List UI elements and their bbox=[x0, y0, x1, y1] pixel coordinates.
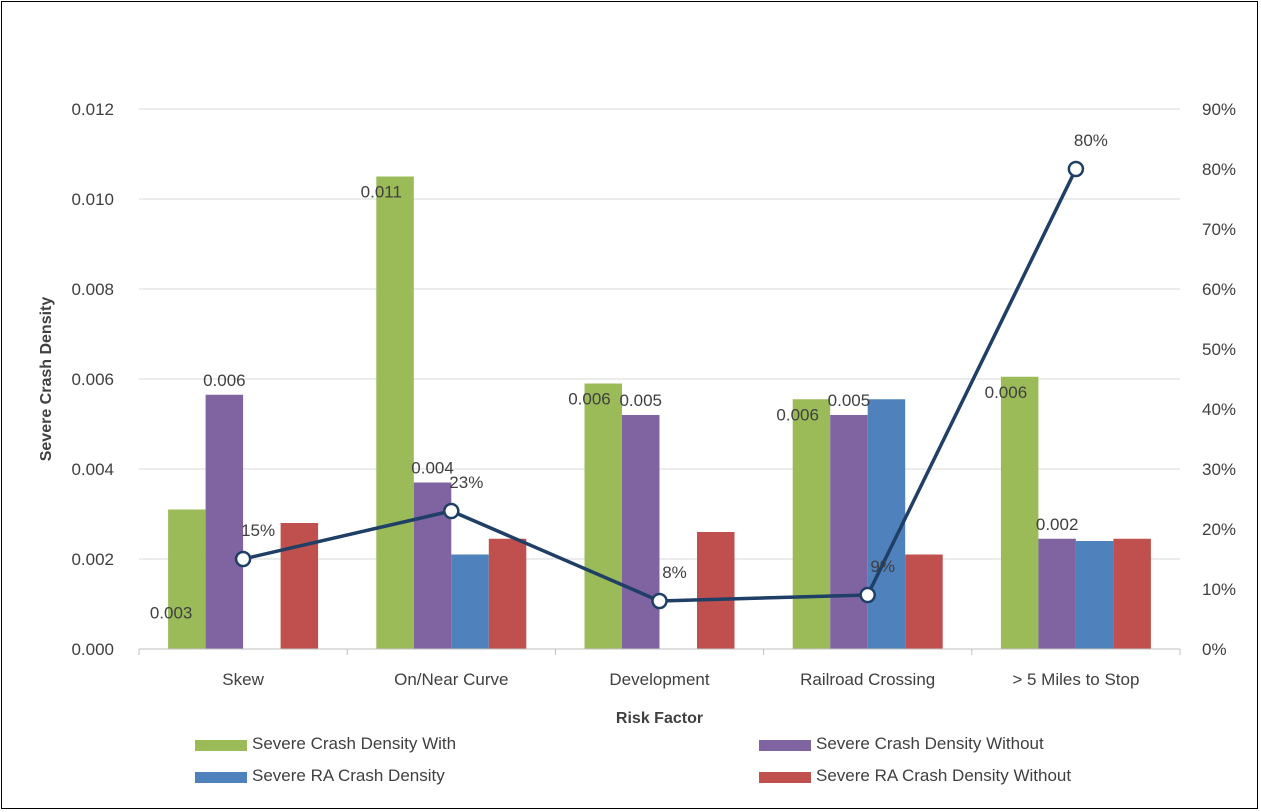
line-data-label: 15% bbox=[241, 521, 275, 540]
bar-data-label: 0.005 bbox=[828, 391, 871, 410]
line-marker bbox=[1067, 160, 1085, 178]
y-tick-label: 0.002 bbox=[71, 550, 114, 569]
x-tick-label: Skew bbox=[222, 670, 264, 689]
bar bbox=[867, 399, 906, 649]
bar bbox=[622, 415, 660, 649]
legend: Severe Crash Density With Severe Crash De… bbox=[195, 734, 1071, 785]
y2-tick-label: 40% bbox=[1202, 400, 1236, 419]
bar bbox=[1038, 538, 1076, 649]
y-tick-label: 0.008 bbox=[71, 280, 114, 299]
bar bbox=[451, 554, 489, 649]
y2-tick-label: 60% bbox=[1202, 280, 1236, 299]
y2-tick-label: 80% bbox=[1202, 160, 1236, 179]
bar-data-label: 0.006 bbox=[568, 390, 611, 409]
y-tick-label: 0.012 bbox=[71, 100, 114, 119]
y2-tick-label: 50% bbox=[1202, 340, 1236, 359]
y-axis-title: Severe Crash Density bbox=[38, 297, 55, 462]
line-data-label: 9% bbox=[870, 557, 895, 576]
data-labels: 0.003 0.011 0.006 0.006 0.006 0.006 0.004 0.005… bbox=[150, 131, 1108, 623]
bar bbox=[905, 554, 943, 649]
bar bbox=[376, 176, 414, 649]
y2-tick-label: 10% bbox=[1202, 580, 1236, 599]
axes: 0.000 0.002 0.004 0.006 0.008 0.010 0.012 0% 10%… bbox=[71, 100, 1236, 689]
y-tick-label: 0.006 bbox=[71, 370, 114, 389]
legend-label: Severe RA Crash Density bbox=[252, 766, 445, 785]
legend-label: Severe Crash Density With bbox=[252, 734, 456, 753]
bar bbox=[792, 399, 831, 649]
bar-data-label: 0.011 bbox=[361, 183, 402, 202]
bar bbox=[1113, 538, 1151, 649]
bar bbox=[205, 394, 244, 649]
x-axis-title: Risk Factor bbox=[616, 710, 703, 727]
y2-tick-label: 30% bbox=[1202, 460, 1236, 479]
x-tick-label: Railroad Crossing bbox=[800, 670, 935, 689]
bar bbox=[1000, 376, 1039, 649]
bar bbox=[168, 509, 206, 649]
line-data-label: 80% bbox=[1074, 131, 1108, 150]
line-marker bbox=[234, 550, 252, 568]
y2-tick-label: 20% bbox=[1202, 520, 1236, 539]
bar-data-label: 0.006 bbox=[203, 371, 246, 390]
bar-data-label: 0.006 bbox=[776, 405, 819, 424]
bar bbox=[830, 415, 868, 649]
x-tick-label: On/Near Curve bbox=[394, 670, 508, 689]
legend-swatch bbox=[195, 772, 247, 783]
bar-series bbox=[168, 176, 1151, 649]
bar bbox=[488, 538, 527, 649]
y-tick-label: 0.010 bbox=[71, 190, 114, 209]
x-tick-label: > 5 Miles to Stop bbox=[1012, 670, 1139, 689]
x-tick-label: Development bbox=[609, 670, 709, 689]
bar bbox=[697, 532, 735, 649]
bar bbox=[1075, 541, 1114, 649]
y2-tick-label: 70% bbox=[1202, 220, 1236, 239]
percentage-line bbox=[234, 160, 1085, 610]
bar bbox=[584, 383, 622, 649]
legend-label: Severe RA Crash Density Without bbox=[816, 766, 1071, 785]
bar-data-label: 0.003 bbox=[150, 604, 193, 623]
line-marker bbox=[443, 502, 460, 520]
legend-swatch bbox=[195, 740, 247, 751]
line-marker bbox=[859, 586, 876, 604]
bar-data-label: 0.005 bbox=[619, 391, 662, 410]
line-data-label: 8% bbox=[662, 563, 687, 582]
legend-swatch bbox=[759, 772, 811, 783]
y-tick-label: 0.000 bbox=[71, 640, 114, 659]
line-marker bbox=[651, 592, 668, 610]
bar-data-label: 0.002 bbox=[1036, 515, 1079, 534]
bar-data-label: 0.006 bbox=[985, 383, 1028, 402]
y2-tick-label: 90% bbox=[1202, 100, 1236, 119]
y2-tick-label: 0% bbox=[1202, 640, 1227, 659]
legend-label: Severe Crash Density Without bbox=[816, 734, 1044, 753]
bar-data-label: 0.004 bbox=[411, 459, 454, 478]
legend-swatch bbox=[759, 740, 811, 751]
line-data-label: 23% bbox=[449, 473, 483, 492]
y-tick-label: 0.004 bbox=[71, 460, 114, 479]
